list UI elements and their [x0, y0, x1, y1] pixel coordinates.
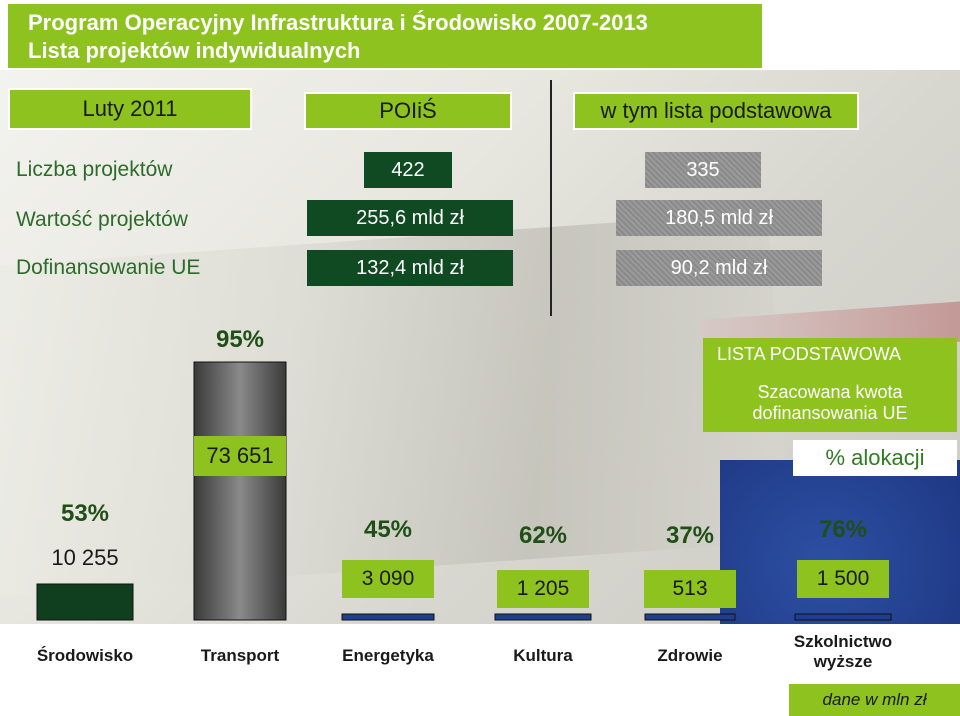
- podstawowa-wartosc: 180,5 mld zł: [616, 200, 822, 236]
- bar-2: [341, 613, 435, 621]
- row-label-wartosc: Wartość projektów: [16, 208, 188, 231]
- legend-box: LISTA PODSTAWOWA Szacowana kwota dofinan…: [703, 338, 957, 432]
- bar-4: [644, 613, 736, 621]
- header: Program Operacyjny Infrastruktura i Środ…: [0, 0, 960, 70]
- percent-label-4: 37%: [665, 522, 715, 549]
- legend-line-2: dofinansowania UE: [752, 403, 908, 423]
- percent-label-3: 62%: [518, 522, 568, 549]
- poiis-header: POIiŚ: [304, 92, 512, 130]
- bar-5: [794, 613, 892, 621]
- legend-desc: Szacowana kwota dofinansowania UE: [703, 382, 957, 424]
- category-label-3: Kultura: [513, 646, 573, 665]
- podstawowa-liczba: 335: [645, 152, 761, 188]
- value-label-4: 513: [644, 570, 736, 608]
- value-label-3: 1 205: [497, 570, 589, 608]
- divider-line: [550, 80, 552, 316]
- category-label-1: Transport: [200, 646, 280, 665]
- bar-0: [36, 583, 134, 621]
- unit-note: dane w mln zł: [789, 684, 960, 716]
- category-label-5: Szkolnictwo wyższe: [793, 632, 893, 671]
- legend-percent-label: % alokacji: [793, 440, 957, 476]
- value-label-2: 3 090: [342, 560, 434, 598]
- row-label-dofinansowanie: Dofinansowanie UE: [16, 256, 201, 279]
- poiis-wartosc: 255,6 mld zł: [307, 200, 513, 236]
- date-label: Luty 2011: [8, 88, 252, 130]
- category-label-0: Środowisko: [36, 646, 134, 665]
- percent-label-1: 95%: [215, 326, 265, 353]
- legend-line-1: Szacowana kwota: [757, 382, 903, 402]
- value-label-0: 10 255: [51, 545, 119, 570]
- podstawowa-header: w tym lista podstawowa: [573, 92, 859, 130]
- bar-3: [494, 613, 592, 621]
- percent-label-2: 45%: [363, 516, 413, 543]
- title-line-1: Program Operacyjny Infrastruktura i Środ…: [28, 10, 648, 35]
- value-label-5: 1 500: [797, 560, 889, 598]
- category-label-2: Energetyka: [342, 646, 434, 665]
- poiis-dofinansowanie: 132,4 mld zł: [307, 250, 513, 286]
- percent-label-5: 76%: [818, 516, 868, 543]
- category-label-4: Zdrowie: [657, 646, 723, 665]
- title-box: Program Operacyjny Infrastruktura i Środ…: [8, 4, 762, 68]
- podstawowa-dofinansowanie: 90,2 mld zł: [616, 250, 822, 286]
- percent-label-0: 53%: [60, 500, 110, 527]
- row-label-liczba: Liczba projektów: [16, 158, 173, 181]
- value-label-1: 73 651: [194, 436, 286, 476]
- title-line-2: Lista projektów indywidualnych: [28, 38, 361, 63]
- legend-title: LISTA PODSTAWOWA: [717, 344, 902, 364]
- bar-1: [193, 361, 287, 621]
- poiis-liczba: 422: [364, 152, 452, 188]
